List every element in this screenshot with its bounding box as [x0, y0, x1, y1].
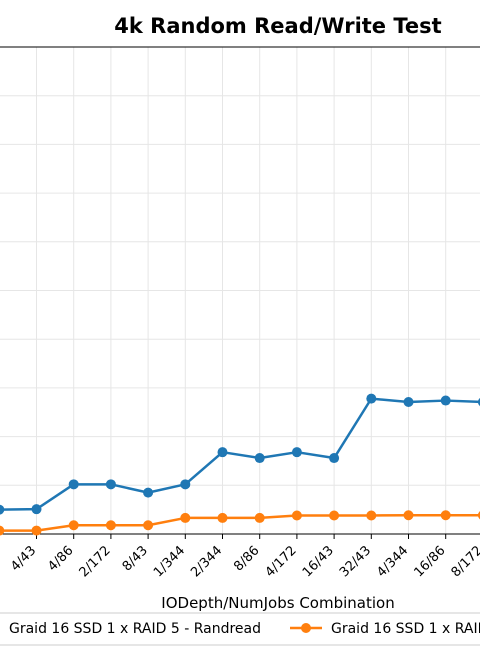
legend-marker-randwrite: [301, 623, 311, 633]
series-point: [403, 510, 414, 521]
x-tick-label: 8/43: [120, 543, 151, 574]
x-tick-label: 2/172: [77, 543, 114, 580]
series-point: [31, 525, 42, 536]
series-point: [31, 504, 42, 515]
x-tick-label: 16/86: [411, 543, 448, 580]
legend-label-randread: Graid 16 SSD 1 x RAID 5 - Randread: [9, 621, 261, 637]
series-point: [143, 487, 154, 498]
series-point: [366, 393, 377, 404]
series-point: [477, 397, 480, 407]
legend-label-randwrite: Graid 16 SSD 1 x RAID 5 - Randwrite: [331, 621, 480, 637]
legend-frame: [0, 612, 480, 646]
x-tick-label: 8/86: [231, 543, 262, 574]
x-tick-label: 32/43: [337, 543, 374, 580]
series-point: [180, 512, 191, 523]
x-ticks: 4/43 4/86 2/172 8/43 1/344 2/344 8/86 4/172 16/4…: [8, 534, 480, 580]
series-point: [105, 479, 116, 490]
series-point: [217, 512, 228, 523]
x-tick-label: 2/344: [188, 543, 225, 580]
series-point: [440, 395, 451, 406]
series-point: [68, 520, 79, 531]
series-point: [143, 520, 154, 531]
x-tick-label: 4/344: [374, 543, 411, 580]
series-point: [440, 510, 451, 521]
series-group: [0, 393, 480, 536]
series-point: [366, 510, 377, 521]
series-point: [180, 479, 191, 490]
series-point: [105, 520, 116, 531]
series-point: [329, 453, 340, 464]
legend: Graid 16 SSD 1 x RAID 5 - Randread Graid…: [0, 612, 480, 646]
series-point: [0, 504, 5, 515]
series-point: [254, 453, 265, 464]
x-tick-label: 16/43: [300, 543, 337, 580]
series-point: [0, 525, 5, 536]
x-tick-label: 4/86: [45, 543, 76, 574]
series-point: [291, 510, 302, 521]
series-point: [217, 447, 228, 458]
x-tick-label: 1/344: [151, 543, 188, 580]
series-point: [477, 511, 480, 520]
chart-title: 4k Random Read/Write Test: [114, 14, 441, 38]
series-point: [254, 512, 265, 523]
series-point: [291, 447, 302, 458]
x-tick-label: 4/43: [8, 543, 39, 574]
axes: [0, 46, 480, 535]
series-point: [329, 510, 340, 521]
series-point: [403, 397, 414, 408]
x-axis-label: IODepth/NumJobs Combination: [161, 594, 394, 612]
grid: [0, 47, 480, 534]
x-tick-label: 8/172: [449, 543, 480, 580]
series-point: [68, 479, 79, 490]
x-tick-label: 4/172: [263, 543, 300, 580]
